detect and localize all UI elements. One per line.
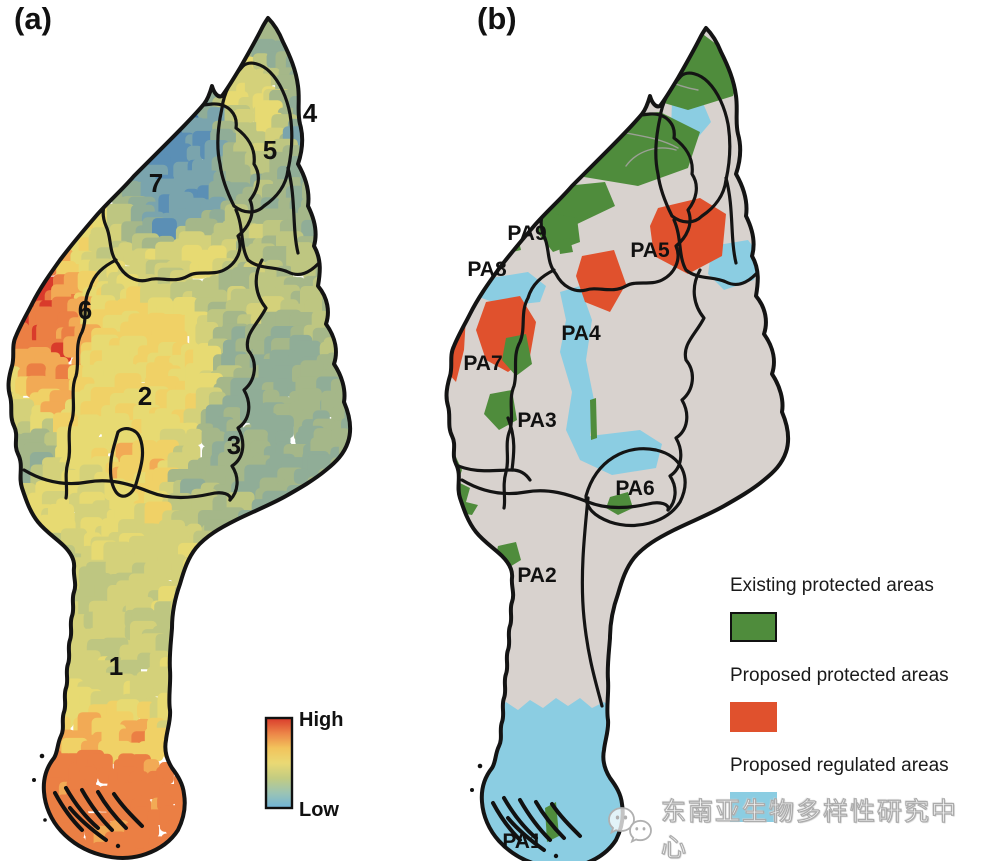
colorbar-legend: High Low [264,709,343,821]
map-b: PA1 PA2 PA3 PA4 PA5 PA6 PA7 PA8 PA9 [444,26,791,861]
zone-label-1: 1 [109,651,123,681]
legend-label-proposed-regulated: Proposed regulated areas [730,755,949,776]
legend-label-existing: Existing protected areas [730,575,934,596]
legend-item-proposed-protected: Proposed protected areas [730,665,983,732]
pa2-label: PA2 [517,564,556,587]
legend-swatch-existing [730,612,777,642]
map-b-legend: Existing protected areas Proposed protec… [730,575,983,845]
colorbar-low-label: Low [299,799,339,821]
pa8-label: PA8 [467,258,507,281]
legend-item-existing: Existing protected areas [730,575,983,642]
pa7-label: PA7 [463,352,502,375]
zone-label-4: 4 [303,98,318,128]
panel-b-tag: (b) [477,1,517,36]
coastal-inlets-b [470,763,582,859]
region-outline-a [6,16,353,860]
legend-item-proposed-regulated: Proposed regulated areas [730,755,983,822]
legend-swatch-proposed-protected [730,702,777,732]
watermark: 东南亚生物多样性研究中心 [607,792,983,861]
zone-label-6: 6 [78,295,92,325]
zone-label-7: 7 [149,168,163,198]
zone-label-2: 2 [138,381,152,411]
pa9-label: PA9 [507,222,546,245]
pa4-label: PA4 [561,322,601,345]
zone-label-3: 3 [227,430,241,460]
pa-labels: PA1 PA2 PA3 PA4 PA5 PA6 PA7 PA8 PA9 [463,222,670,853]
legend-label-proposed-protected: Proposed protected areas [730,665,949,686]
pa3-label: PA3 [517,409,556,432]
map-a: 1 2 3 4 5 6 7 High Low [6,16,353,860]
zone-number-labels: 1 2 3 4 5 6 7 [78,98,318,681]
wechat-logo-icon [607,806,653,851]
zone-label-5: 5 [263,135,277,165]
panel-a-tag: (a) [14,1,52,36]
choropleth-mosaic [8,18,351,858]
pa1-label: PA1 [502,830,542,853]
legend-swatch-proposed-regulated [730,792,777,822]
zone-boundaries-a [22,61,320,502]
pa5-label: PA5 [630,239,670,262]
coastal-inlets-a [32,753,144,849]
district-boundaries-b [452,71,758,708]
pa6-label: PA6 [615,477,654,500]
watermark-text: 东南亚生物多样性研究中心 [660,797,959,861]
colorbar-high-label: High [299,709,343,731]
region-outline-b [444,26,791,861]
colorbar [264,716,294,810]
